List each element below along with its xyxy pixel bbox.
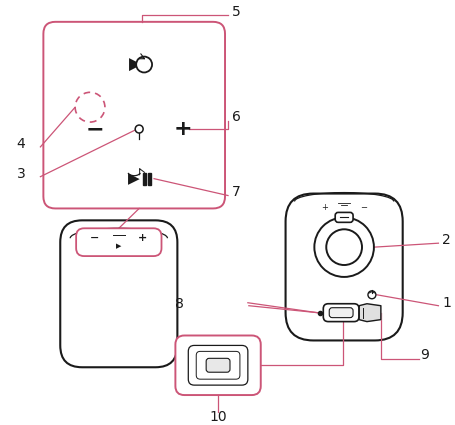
Bar: [143, 173, 146, 184]
Text: +: +: [320, 203, 327, 212]
Text: 9: 9: [420, 348, 429, 363]
FancyBboxPatch shape: [43, 22, 224, 208]
Circle shape: [367, 291, 375, 299]
FancyBboxPatch shape: [60, 220, 177, 367]
FancyBboxPatch shape: [323, 304, 358, 322]
Circle shape: [135, 125, 143, 133]
Circle shape: [313, 217, 373, 277]
Text: +: +: [138, 233, 147, 243]
Bar: [148, 173, 151, 184]
FancyBboxPatch shape: [76, 228, 161, 256]
Polygon shape: [358, 304, 380, 322]
Text: 4: 4: [16, 137, 25, 151]
Text: ▶: ▶: [116, 243, 121, 249]
Text: 2: 2: [441, 233, 450, 247]
Text: 5: 5: [232, 5, 240, 19]
FancyBboxPatch shape: [329, 308, 352, 317]
Text: 1: 1: [441, 296, 450, 310]
FancyBboxPatch shape: [188, 346, 248, 385]
Text: −: −: [90, 233, 100, 243]
FancyBboxPatch shape: [175, 335, 260, 395]
Circle shape: [325, 230, 361, 265]
Text: +: +: [174, 119, 192, 139]
FancyBboxPatch shape: [206, 358, 229, 372]
Text: −: −: [360, 203, 367, 212]
Text: 8: 8: [175, 297, 184, 311]
Circle shape: [136, 57, 152, 72]
Text: 7: 7: [232, 184, 240, 198]
Text: 10: 10: [209, 410, 227, 424]
Text: 3: 3: [16, 167, 25, 181]
FancyBboxPatch shape: [285, 193, 402, 340]
Text: 6: 6: [232, 110, 240, 124]
Text: ▶: ▶: [129, 56, 142, 74]
Text: ▶: ▶: [128, 171, 140, 186]
FancyBboxPatch shape: [334, 212, 352, 222]
Text: −: −: [86, 119, 104, 139]
FancyBboxPatch shape: [196, 351, 239, 379]
